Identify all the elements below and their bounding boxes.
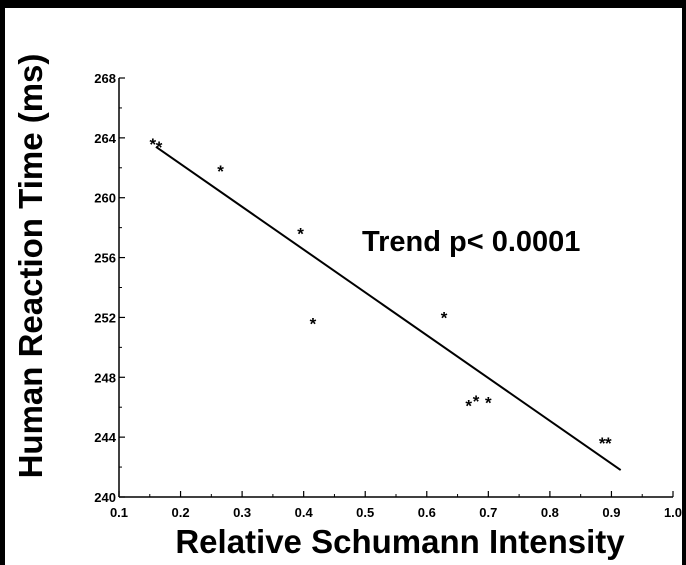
x-tick-label: 0.9 (602, 505, 620, 520)
trend-annotation: Trend p< 0.0001 (362, 226, 580, 258)
data-points: * **** ** * ** * (150, 135, 613, 453)
data-point: * (310, 314, 317, 333)
data-point: * (465, 397, 472, 416)
x-tick-label: 0.1 (110, 505, 128, 520)
data-point: * (156, 138, 163, 157)
x-tick-label: 0.5 (356, 505, 374, 520)
data-point: * (441, 308, 448, 327)
x-tick-label: 0.3 (233, 505, 251, 520)
data-point: * (473, 392, 480, 411)
y-tick-label: 268 (94, 71, 116, 86)
y-tick-label: 248 (94, 370, 116, 385)
data-point: * (605, 434, 612, 453)
x-tick-label: 0.4 (295, 505, 314, 520)
axes (118, 78, 673, 498)
y-axis-title: Human Reaction Time (ms) (12, 54, 49, 479)
x-tick-label: 0.6 (418, 505, 436, 520)
y-axis-ticks: 240 244 248 252 256 260 264 268 (94, 71, 125, 505)
x-axis-ticks: 0.1 0.2 0.3 0.4 0.5 0.6 0.7 0.8 0.9 1.0 (110, 491, 682, 520)
x-tick-label: 0.2 (172, 505, 190, 520)
y-tick-label: 240 (94, 490, 116, 505)
x-tick-label: 0.8 (541, 505, 559, 520)
y-tick-label: 244 (94, 430, 116, 445)
x-tick-label: 0.7 (479, 505, 497, 520)
data-point: * (217, 162, 224, 181)
y-tick-label: 252 (94, 310, 116, 325)
data-point: * (297, 225, 304, 244)
trend-line-group (155, 146, 622, 471)
trend-line (155, 146, 622, 471)
y-tick-label: 256 (94, 251, 116, 266)
y-tick-label: 264 (94, 131, 116, 146)
data-point: * (150, 135, 157, 154)
x-axis-title: Relative Schumann Intensity (175, 523, 625, 560)
data-point: * (485, 394, 492, 413)
data-point: * (599, 434, 606, 453)
y-tick-label: 260 (94, 191, 116, 206)
x-tick-label: 1.0 (664, 505, 682, 520)
